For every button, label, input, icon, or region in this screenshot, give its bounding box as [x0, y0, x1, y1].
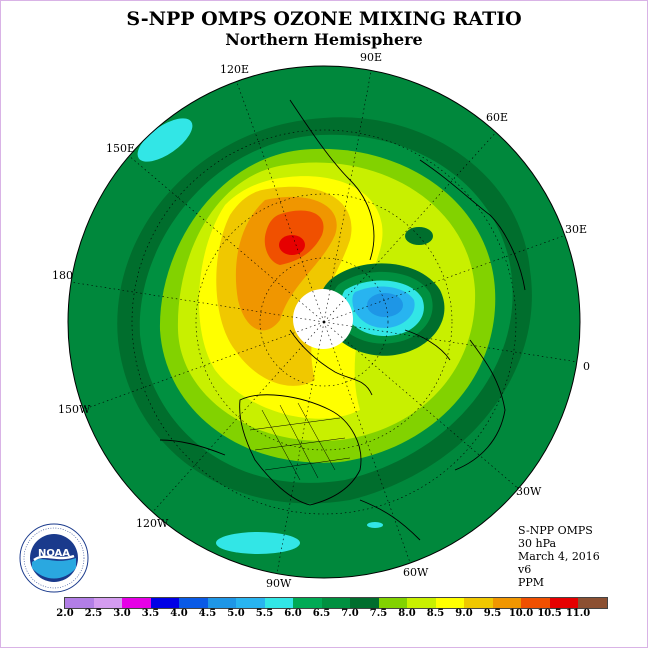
coastlines: [159, 99, 526, 541]
lon-label-90e: 90E: [360, 51, 382, 64]
colorbar-swatch: [236, 598, 265, 608]
sub-title: Northern Hemisphere: [225, 30, 423, 49]
meridians: [69, 66, 579, 578]
svg-text:NOAA: NOAA: [38, 548, 70, 559]
info-units: PPM: [518, 576, 545, 589]
field-cyan-dot: [367, 522, 383, 528]
colorbar-tick-label: 9.0: [455, 608, 473, 619]
colorbar-tick-label: 6.0: [284, 608, 302, 619]
colorbar: [64, 597, 608, 609]
lon-label-30w: 30W: [516, 485, 542, 498]
colorbar-tick-label: 2.0: [56, 608, 74, 619]
colorbar-swatch: [207, 598, 236, 608]
colorbar-tick-label: 2.5: [84, 608, 103, 619]
colorbar-swatch: [264, 598, 293, 608]
lon-label-180: 180: [52, 269, 73, 282]
colorbar-tick-label: 9.5: [483, 608, 502, 619]
colorbar-tick-label: 7.5: [369, 608, 388, 619]
colorbar-tick-label: 4.0: [170, 608, 188, 619]
field-cyan-patch-ne: [137, 118, 193, 162]
lon-label-150e: 150E: [106, 142, 135, 155]
field-small-dark: [405, 227, 433, 245]
colorbar-swatch: [321, 598, 350, 608]
polar-night-disk: [293, 289, 353, 349]
colorbar-tick-label: 6.5: [312, 608, 331, 619]
colorbar-tick-label: 4.5: [198, 608, 217, 619]
field-blue: [367, 293, 403, 317]
colorbar-tick-label: 5.5: [255, 608, 274, 619]
colorbar-tick-label: 10.0: [508, 608, 534, 619]
field-cyan-patch-s: [216, 532, 300, 554]
lon-label-30e: 30E: [565, 223, 587, 236]
noaa-logo: NOAA: [18, 522, 90, 594]
lon-label-0: 0: [583, 360, 590, 373]
colorbar-swatch: [407, 598, 436, 608]
colorbar-tick-label: 3.5: [141, 608, 160, 619]
ozone-field: [68, 66, 580, 578]
colorbar-tick-label: 7.0: [341, 608, 359, 619]
latitude-circles: [131, 129, 517, 515]
lon-label-90w: 90W: [266, 577, 292, 590]
colorbar-swatch: [464, 598, 493, 608]
colorbar-tick-label: 8.5: [426, 608, 445, 619]
lon-label-60e: 60E: [486, 111, 508, 124]
info-instrument: S-NPP OMPS: [518, 524, 593, 537]
colorbar-swatch: [549, 598, 578, 608]
colorbar-swatch: [435, 598, 464, 608]
colorbar-swatch: [122, 598, 151, 608]
colorbar-tick-label: 11.0: [565, 608, 591, 619]
lon-label-150w: 150W: [58, 403, 91, 416]
colorbar-swatch: [378, 598, 407, 608]
info-date: March 4, 2016: [518, 550, 600, 563]
colorbar-swatch: [350, 598, 379, 608]
colorbar-tick-label: 5.0: [227, 608, 245, 619]
product-info: S-NPP OMPS 30 hPa March 4, 2016 v6 PPM: [518, 524, 600, 589]
colorbar-tick-label: 3.0: [113, 608, 131, 619]
colorbar-swatch: [93, 598, 122, 608]
colorbar-swatch: [293, 598, 322, 608]
info-level: 30 hPa: [518, 537, 557, 550]
colorbar-swatch: [179, 598, 208, 608]
colorbar-labels: 2.0 2.5 3.0 3.5 4.0 4.5 5.0 5.5 6.0 6.5 7.0 7.5 8.0 8…: [0, 608, 648, 622]
noaa-emblem-icon: NOAA: [19, 523, 89, 593]
colorbar-swatch: [578, 598, 607, 608]
map-boundary: [67, 65, 581, 579]
colorbar-swatch: [150, 598, 179, 608]
lon-label-60w: 60W: [403, 566, 429, 579]
field-red-core: [279, 235, 305, 255]
colorbar-tick-label: 8.0: [398, 608, 416, 619]
colorbar-tick-label: 10.5: [537, 608, 562, 619]
lon-label-120w: 120W: [136, 517, 169, 530]
us-state-lines: [249, 402, 351, 481]
colorbar-swatch: [492, 598, 521, 608]
info-version: v6: [518, 563, 532, 576]
colorbar-swatch: [65, 598, 94, 608]
lon-label-120e: 120E: [220, 63, 249, 76]
colorbar-swatch: [521, 598, 550, 608]
main-title: S-NPP OMPS OZONE MIXING RATIO: [126, 8, 522, 30]
